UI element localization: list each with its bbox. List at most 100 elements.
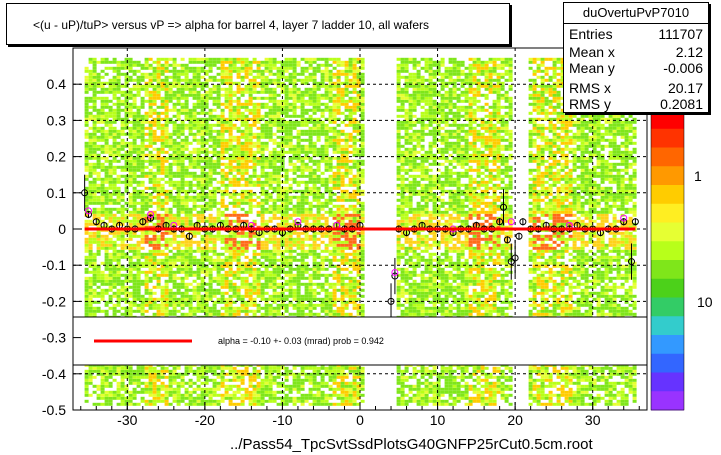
heatmap-cell: [296, 144, 301, 148]
heatmap-cell: [104, 381, 109, 385]
heatmap-cell: [160, 396, 165, 400]
heatmap-cell: [140, 138, 145, 142]
heatmap-cell: [164, 207, 169, 211]
heatmap-cell: [108, 261, 113, 265]
heatmap-cell: [236, 384, 241, 388]
heatmap-cell: [100, 282, 105, 286]
heatmap-cell: [296, 195, 301, 199]
heatmap-cell: [156, 123, 161, 127]
heatmap-cell: [84, 177, 89, 181]
heatmap-cell: [172, 366, 177, 370]
heatmap-cell: [188, 93, 193, 97]
heatmap-cell: [300, 387, 305, 391]
heatmap-cell: [300, 399, 305, 403]
heatmap-cell: [96, 159, 101, 163]
heatmap-cell: [96, 384, 101, 388]
heatmap-cell: [148, 237, 153, 241]
heatmap-cell: [196, 132, 201, 136]
heatmap-cell: [220, 177, 225, 181]
heatmap-cell: [132, 381, 137, 385]
heatmap-cell: [152, 69, 157, 73]
heatmap-cell: [256, 120, 261, 124]
heatmap-cell: [260, 75, 265, 79]
heatmap-cell: [88, 375, 93, 379]
heatmap-cell: [192, 162, 197, 166]
heatmap-cell: [104, 150, 109, 154]
heatmap-cell: [168, 144, 173, 148]
heatmap-cell: [268, 384, 273, 388]
heatmap-cell: [160, 372, 165, 376]
heatmap-cell: [200, 369, 205, 373]
heatmap-cell: [132, 297, 137, 301]
heatmap-cell: [212, 201, 217, 205]
heatmap-cell: [116, 141, 121, 145]
heatmap-cell: [168, 171, 173, 175]
heatmap-cell: [144, 66, 149, 70]
heatmap-cell: [188, 309, 193, 313]
heatmap-cell: [112, 78, 117, 82]
heatmap-cell: [196, 297, 201, 301]
heatmap-cell: [128, 153, 133, 157]
heatmap-cell: [292, 60, 297, 64]
heatmap-cell: [96, 252, 101, 256]
heatmap-cell: [300, 198, 305, 202]
heatmap-cell: [136, 222, 141, 226]
heatmap-cell: [176, 174, 181, 178]
heatmap-cell: [184, 291, 189, 295]
heatmap-cell: [180, 210, 185, 214]
heatmap-cell: [112, 276, 117, 280]
heatmap-cell: [112, 138, 117, 142]
heatmap-cell: [212, 399, 217, 403]
heatmap-cell: [292, 297, 297, 301]
heatmap-cell: [92, 267, 97, 271]
heatmap-cell: [192, 75, 197, 79]
heatmap-cell: [272, 111, 277, 115]
heatmap-cell: [192, 255, 197, 259]
heatmap-cell: [284, 222, 289, 226]
heatmap-cell: [244, 264, 249, 268]
heatmap-cell: [212, 63, 217, 67]
heatmap-cell: [260, 291, 265, 295]
heatmap-cell: [284, 204, 289, 208]
heatmap-cell: [268, 399, 273, 403]
heatmap-cell: [284, 114, 289, 118]
heatmap-cell: [220, 219, 225, 223]
heatmap-cell: [160, 288, 165, 292]
heatmap-cell: [148, 159, 153, 163]
heatmap-cell: [92, 93, 97, 97]
heatmap-cell: [180, 258, 185, 262]
heatmap-cell: [180, 384, 185, 388]
heatmap-cell: [84, 156, 89, 160]
heatmap-cell: [132, 156, 137, 160]
heatmap-cell: [276, 309, 281, 313]
heatmap-cell: [204, 156, 209, 160]
heatmap-cell: [124, 78, 129, 82]
heatmap-cell: [120, 60, 125, 64]
heatmap-cell: [168, 258, 173, 262]
heatmap-cell: [144, 81, 149, 85]
heatmap-cell: [248, 165, 253, 169]
heatmap-cell: [96, 153, 101, 157]
heatmap-cell: [180, 144, 185, 148]
heatmap-cell: [148, 291, 153, 295]
heatmap-cell: [196, 174, 201, 178]
heatmap-cell: [300, 237, 305, 241]
heatmap-cell: [176, 399, 181, 403]
heatmap-cell: [280, 147, 285, 151]
heatmap-cell: [216, 402, 221, 406]
heatmap-cell: [128, 141, 133, 145]
heatmap-cell: [204, 57, 209, 61]
heatmap-cell: [136, 147, 141, 151]
heatmap-cell: [300, 159, 305, 163]
heatmap-cell: [236, 261, 241, 265]
heatmap-cell: [284, 255, 289, 259]
heatmap-cell: [132, 144, 137, 148]
heatmap-cell: [296, 168, 301, 172]
heatmap-cell: [224, 66, 229, 70]
heatmap-cell: [292, 165, 297, 169]
heatmap-cell: [164, 189, 169, 193]
heatmap-cell: [96, 198, 101, 202]
heatmap-cell: [200, 177, 205, 181]
heatmap-cell: [96, 129, 101, 133]
heatmap-cell: [296, 378, 301, 382]
